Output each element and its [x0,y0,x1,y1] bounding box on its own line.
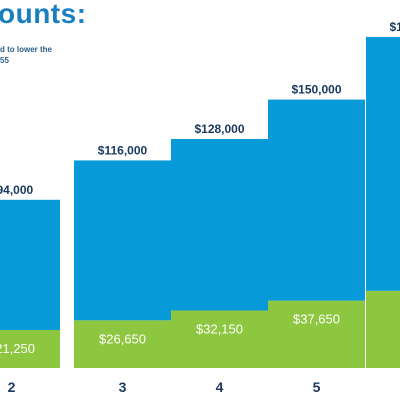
bar-segment-upper-2 [0,199,60,330]
x-tick-label-3: 3 [119,379,127,395]
bar-segment-upper-5 [268,99,365,301]
x-tick-label-5: 5 [313,379,321,395]
data-label-lower-3: $26,650 [99,331,146,346]
data-label-total-2: $94,000 [0,183,34,197]
data-label-lower-2: $21,250 [0,341,35,356]
subtitle-line-1: d to lower the [0,45,52,54]
subtitle-line-2: 55 [0,56,9,65]
data-label-lower-4: $32,150 [196,321,243,336]
bar-segment-upper-4 [171,138,268,311]
bar-segment-lower-4 [171,310,268,368]
data-label-total-5: $150,000 [291,83,341,97]
x-tick-label-4: 4 [216,379,224,395]
bar-segment-lower-5 [268,300,365,368]
data-label-total-4: $128,000 [194,122,244,136]
bar-segment-lower-3 [74,320,171,368]
bar-segment-lower-2 [0,329,60,368]
bar-segment-upper-6 [366,36,400,291]
data-label-total-6: $185,000 [389,20,400,34]
bar-segment-lower-6 [366,290,400,368]
bar-segment-upper-3 [74,160,171,321]
x-tick-label-2: 2 [8,379,16,395]
data-label-lower-5: $37,650 [293,312,340,327]
data-label-total-3: $116,000 [98,143,148,157]
chart-title: ounts: [0,0,87,29]
